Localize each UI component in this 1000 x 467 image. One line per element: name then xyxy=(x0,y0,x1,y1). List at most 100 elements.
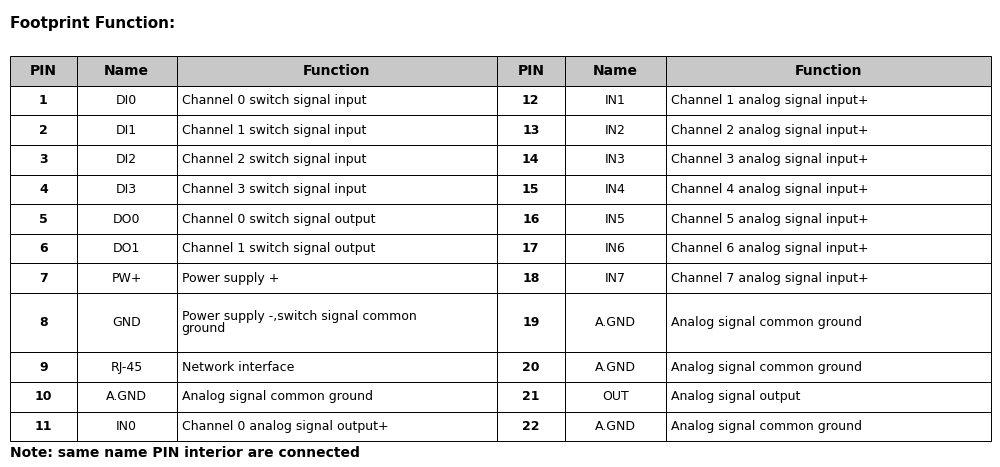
Text: 2: 2 xyxy=(39,124,48,137)
Text: Channel 1 switch signal input: Channel 1 switch signal input xyxy=(182,124,366,137)
Text: 5: 5 xyxy=(39,212,48,226)
Bar xyxy=(77,56,177,85)
Text: Name: Name xyxy=(104,64,149,78)
Bar xyxy=(497,382,565,412)
Text: Channel 5 analog signal input+: Channel 5 analog signal input+ xyxy=(671,212,869,226)
Bar xyxy=(10,353,77,382)
Bar xyxy=(666,293,991,353)
Bar xyxy=(177,115,497,145)
Text: Analog signal output: Analog signal output xyxy=(671,390,800,403)
Text: IN4: IN4 xyxy=(605,183,626,196)
Bar xyxy=(77,382,177,412)
Text: Channel 2 switch signal input: Channel 2 switch signal input xyxy=(182,153,366,166)
Bar xyxy=(497,234,565,263)
Text: Function: Function xyxy=(795,64,862,78)
Text: Channel 2 analog signal input+: Channel 2 analog signal input+ xyxy=(671,124,868,137)
Text: Channel 7 analog signal input+: Channel 7 analog signal input+ xyxy=(671,272,869,285)
Text: Channel 0 switch signal output: Channel 0 switch signal output xyxy=(182,212,375,226)
Bar xyxy=(77,263,177,293)
Bar xyxy=(565,56,666,85)
Bar xyxy=(77,293,177,353)
Bar xyxy=(177,234,497,263)
Text: Channel 1 analog signal input+: Channel 1 analog signal input+ xyxy=(671,94,868,107)
Text: 17: 17 xyxy=(522,242,540,255)
Text: Note: same name PIN interior are connected: Note: same name PIN interior are connect… xyxy=(10,446,360,460)
Text: OUT: OUT xyxy=(602,390,629,403)
Bar xyxy=(497,56,565,85)
Text: A.GND: A.GND xyxy=(595,420,636,433)
Text: A.GND: A.GND xyxy=(595,316,636,329)
Bar xyxy=(177,263,497,293)
Text: 22: 22 xyxy=(522,420,540,433)
Text: Power supply -,switch signal common: Power supply -,switch signal common xyxy=(182,310,416,323)
Bar xyxy=(10,234,77,263)
Text: A.GND: A.GND xyxy=(595,361,636,374)
Text: DI2: DI2 xyxy=(116,153,137,166)
Text: IN7: IN7 xyxy=(605,272,626,285)
Bar xyxy=(565,175,666,204)
Text: DI1: DI1 xyxy=(116,124,137,137)
Bar xyxy=(497,412,565,441)
Bar xyxy=(666,204,991,234)
Text: 18: 18 xyxy=(522,272,539,285)
Text: 10: 10 xyxy=(35,390,52,403)
Text: 8: 8 xyxy=(39,316,48,329)
Bar xyxy=(666,382,991,412)
Bar xyxy=(497,263,565,293)
Text: 13: 13 xyxy=(522,124,539,137)
Bar xyxy=(497,115,565,145)
Text: IN0: IN0 xyxy=(116,420,137,433)
Text: Analog signal common ground: Analog signal common ground xyxy=(671,420,862,433)
Text: 21: 21 xyxy=(522,390,540,403)
Text: 14: 14 xyxy=(522,153,540,166)
Bar xyxy=(497,353,565,382)
Bar xyxy=(10,412,77,441)
Bar xyxy=(10,204,77,234)
Bar xyxy=(177,145,497,175)
Bar xyxy=(10,56,77,85)
Bar xyxy=(497,85,565,115)
Text: IN3: IN3 xyxy=(605,153,626,166)
Bar xyxy=(497,175,565,204)
Bar xyxy=(565,293,666,353)
Text: GND: GND xyxy=(112,316,141,329)
Text: RJ-45: RJ-45 xyxy=(110,361,143,374)
Bar xyxy=(497,204,565,234)
Text: 3: 3 xyxy=(39,153,48,166)
Text: 9: 9 xyxy=(39,361,48,374)
Bar xyxy=(666,56,991,85)
Text: PIN: PIN xyxy=(30,64,57,78)
Text: Analog signal common ground: Analog signal common ground xyxy=(671,361,862,374)
Bar xyxy=(666,234,991,263)
Text: PW+: PW+ xyxy=(111,272,142,285)
Bar xyxy=(565,204,666,234)
Bar xyxy=(77,412,177,441)
Text: Name: Name xyxy=(593,64,638,78)
Bar xyxy=(177,175,497,204)
Bar xyxy=(77,115,177,145)
Text: Analog signal common ground: Analog signal common ground xyxy=(182,390,373,403)
Bar xyxy=(565,263,666,293)
Bar xyxy=(666,175,991,204)
Bar xyxy=(10,263,77,293)
Text: IN2: IN2 xyxy=(605,124,626,137)
Bar xyxy=(177,204,497,234)
Text: 19: 19 xyxy=(522,316,539,329)
Text: 7: 7 xyxy=(39,272,48,285)
Text: 15: 15 xyxy=(522,183,540,196)
Bar xyxy=(565,353,666,382)
Text: 20: 20 xyxy=(522,361,540,374)
Bar xyxy=(177,56,497,85)
Text: DI0: DI0 xyxy=(116,94,137,107)
Bar xyxy=(10,115,77,145)
Bar xyxy=(77,353,177,382)
Text: 16: 16 xyxy=(522,212,539,226)
Text: DO0: DO0 xyxy=(113,212,140,226)
Text: Network interface: Network interface xyxy=(182,361,294,374)
Bar xyxy=(77,85,177,115)
Text: IN6: IN6 xyxy=(605,242,626,255)
Bar xyxy=(177,412,497,441)
Text: Channel 4 analog signal input+: Channel 4 analog signal input+ xyxy=(671,183,868,196)
Bar xyxy=(565,145,666,175)
Bar xyxy=(10,145,77,175)
